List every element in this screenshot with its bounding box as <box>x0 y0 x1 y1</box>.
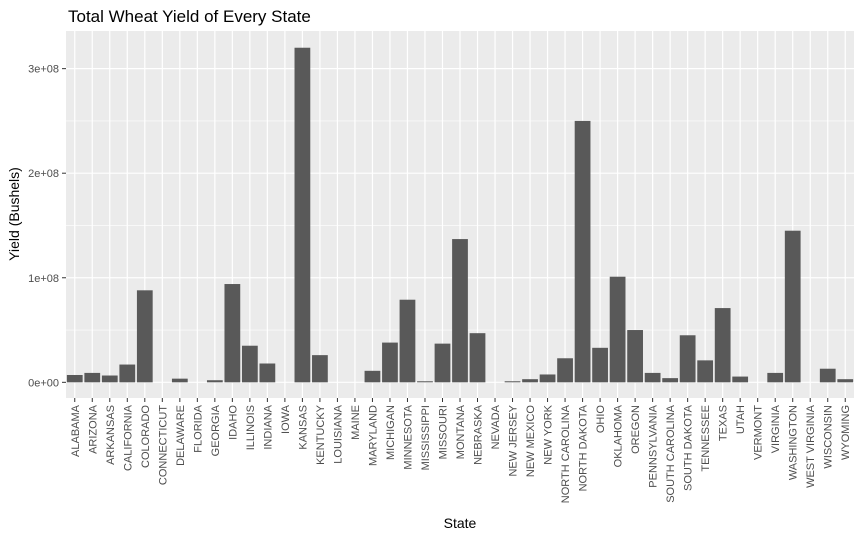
bar <box>592 347 608 383</box>
x-axis-title: State <box>444 515 477 531</box>
bar <box>312 355 328 383</box>
bar <box>522 379 538 383</box>
x-tick-label: SOUTH DAKOTA <box>683 404 695 491</box>
bar <box>171 378 188 383</box>
x-tick-label: PENNSYLVANIA <box>648 404 660 487</box>
bar <box>206 380 223 383</box>
x-tick-label: NEVADA <box>490 404 502 449</box>
bar <box>66 374 83 383</box>
x-tick-label: KENTUCKY <box>315 404 327 465</box>
y-axis: 0e+00 1e+08 2e+08 3e+08 <box>28 64 66 389</box>
x-tick-label: NEBRASKA <box>473 404 485 465</box>
y-axis-title: Yield (Bushels) <box>6 167 22 261</box>
y-tick-label: 2e+08 <box>28 168 59 180</box>
x-tick-label: WYOMING <box>840 405 852 460</box>
x-tick-label: VERMONT <box>753 405 765 460</box>
x-tick-label: OHIO <box>595 405 607 434</box>
bar <box>837 379 854 383</box>
x-tick-label: GEORGIA <box>210 404 222 456</box>
x-tick-label: INDIANA <box>262 404 274 449</box>
x-tick-label: MISSISSIPPI <box>420 405 432 470</box>
bar <box>417 381 433 383</box>
x-tick-label: TENNESSEE <box>700 405 712 472</box>
bar <box>609 276 626 383</box>
x-tick-label: ARIZONA <box>87 404 99 454</box>
bar <box>399 299 416 383</box>
x-tick-label: NEW YORK <box>543 404 555 464</box>
x-tick-label: NORTH DAKOTA <box>578 404 590 491</box>
bar <box>627 330 643 383</box>
bar <box>84 372 101 383</box>
x-tick-label: SOUTH CAROLINA <box>665 404 677 502</box>
x-tick-label: UTAH <box>735 405 747 434</box>
bar <box>662 378 679 383</box>
bar <box>469 333 486 383</box>
bar <box>259 363 276 383</box>
x-tick-label: KANSAS <box>297 405 309 450</box>
x-tick-label: MICHIGAN <box>385 405 397 460</box>
bar <box>364 370 381 383</box>
x-tick-label: VIRGINIA <box>770 404 782 453</box>
x-tick-label: LOUISIANA <box>332 404 344 463</box>
x-tick-label: ALABAMA <box>70 404 82 457</box>
x-tick-label: NORTH CAROLINA <box>560 404 572 503</box>
x-tick-label: IOWA <box>280 404 292 434</box>
x-tick-label: NEW MEXICO <box>525 405 537 478</box>
x-tick-label: NEW JERSEY <box>508 404 520 476</box>
x-tick-label: WEST VIRGINIA <box>805 404 817 488</box>
bar <box>224 284 241 383</box>
bar <box>504 381 521 383</box>
bar <box>574 120 591 383</box>
x-tick-label: COLORADO <box>140 405 152 468</box>
x-tick-label: CALIFORNIA <box>122 404 134 471</box>
bars <box>66 47 854 383</box>
x-tick-label: WASHINGTON <box>788 405 800 480</box>
bar <box>732 376 749 383</box>
x-tick-label: OREGON <box>630 405 642 454</box>
x-tick-label: TEXAS <box>718 405 730 441</box>
chart-title: Total Wheat Yield of Every State <box>68 7 311 26</box>
x-tick-label: MISSOURI <box>437 405 449 459</box>
bar <box>697 360 714 383</box>
bar <box>452 239 468 383</box>
x-tick-label: CONNECTICUT <box>157 405 169 485</box>
bar <box>679 335 696 383</box>
major-gridlines <box>66 31 854 398</box>
x-tick-label: FLORIDA <box>192 404 204 452</box>
bar <box>819 368 836 383</box>
bar <box>294 47 311 383</box>
x-tick-label: MONTANA <box>455 404 467 459</box>
bar <box>644 372 661 383</box>
x-tick-label: IDAHO <box>227 405 239 440</box>
y-tick-label: 0e+00 <box>28 377 59 389</box>
x-tick-label: DELAWARE <box>175 405 187 466</box>
bar <box>119 364 136 383</box>
bar <box>136 290 153 383</box>
x-tick-label: MINNESOTA <box>402 404 414 469</box>
bar <box>539 374 556 383</box>
bar <box>241 345 258 383</box>
y-tick-label: 1e+08 <box>28 273 59 285</box>
bar <box>101 375 118 383</box>
bar <box>382 342 398 383</box>
bar <box>434 343 451 383</box>
y-tick-label: 3e+08 <box>28 64 59 76</box>
bar <box>557 358 573 383</box>
x-tick-label: ILLINOIS <box>245 405 257 450</box>
x-axis: ALABAMA ARIZONA ARKANSAS CALIFORNIA COLORADO… <box>70 398 852 503</box>
x-tick-label: OKLAHOMA <box>613 404 625 467</box>
x-tick-label: WISCONSIN <box>823 405 835 469</box>
x-tick-label: MARYLAND <box>367 405 379 466</box>
bar <box>784 230 801 383</box>
x-tick-label: MAINE <box>350 405 362 440</box>
x-tick-label: ARKANSAS <box>105 405 117 465</box>
bar <box>767 372 784 383</box>
bar <box>714 308 731 383</box>
